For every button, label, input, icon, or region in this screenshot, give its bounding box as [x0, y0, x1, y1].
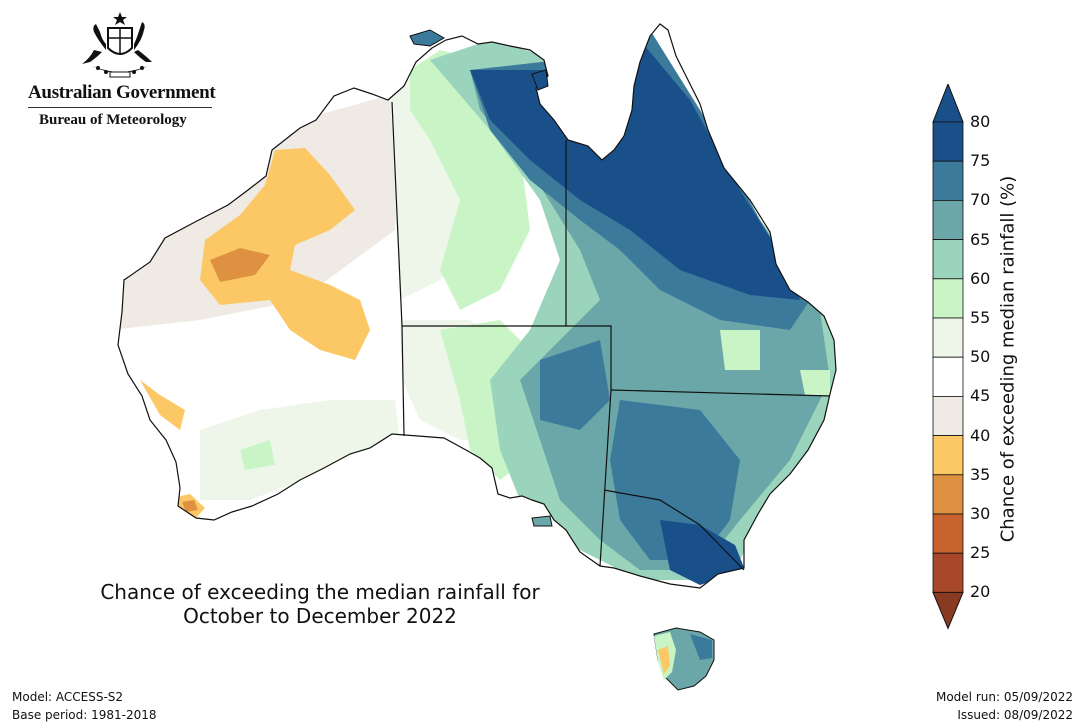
bom-logo: Australian Government Bureau of Meteorol… — [28, 10, 218, 129]
colorbar-tick-label: 20 — [970, 582, 991, 602]
colorbar-tick-label: 70 — [970, 190, 991, 210]
tasmania — [653, 627, 715, 691]
footer-right: Model run: 05/09/2022 Issued: 08/09/2022 — [936, 688, 1073, 724]
kangaroo-island — [531, 515, 553, 527]
colorbar-segment — [932, 200, 964, 241]
model-name: Model: ACCESS-S2 — [12, 690, 124, 704]
colorbar-tick-label: 25 — [970, 543, 991, 563]
model-run-date: Model run: 05/09/2022 — [935, 690, 1073, 704]
base-period: Base period: 1981-2018 — [12, 708, 157, 722]
colorbar-segment — [932, 239, 964, 280]
colorbar-segment — [932, 552, 964, 593]
australia-map — [117, 23, 837, 691]
colorbar-tick-label: 35 — [970, 464, 991, 484]
colorbar-segment — [932, 435, 964, 476]
colorbar-tick-label: 40 — [970, 425, 991, 445]
state-borders — [391, 101, 831, 571]
colorbar-tick-label: 30 — [970, 504, 991, 523]
map-title-line1: Chance of exceeding the median rainfall … — [100, 580, 540, 604]
government-name: Australian Government — [28, 82, 216, 103]
colorbar-segment — [932, 474, 964, 515]
groote-eylandt — [531, 69, 549, 91]
colorbar-upper-arrow — [932, 84, 964, 123]
colorbar-tick-label: 60 — [970, 268, 991, 288]
coat-of-arms-icon — [82, 12, 152, 78]
colorbar-tick-label: 80 — [970, 112, 991, 131]
colorbar-tick-label: 45 — [970, 386, 991, 406]
colorbar — [932, 84, 964, 630]
colorbar-segment — [932, 513, 964, 554]
map-title-line2: October to December 2022 — [183, 604, 457, 628]
colorbar-segment — [932, 121, 964, 162]
colorbar-segment — [932, 317, 964, 358]
bureau-name: Bureau of Meteorology — [39, 112, 187, 128]
colorbar-title: Chance of exceeding median rainfall (%) — [997, 175, 1019, 543]
colorbar-segment — [932, 356, 964, 397]
colorbar-segment — [932, 160, 964, 201]
colorbar-tick-label: 50 — [970, 347, 991, 367]
logo-divider — [28, 107, 212, 108]
map-title: Chance of exceeding the median rainfall … — [70, 580, 570, 628]
tiwi-islands — [409, 29, 446, 47]
colorbar-tick-label: 65 — [970, 229, 991, 249]
colorbar-tick-label: 75 — [970, 151, 991, 171]
colorbar-tick-label: 55 — [970, 308, 991, 327]
colorbar-segment — [932, 395, 964, 436]
coastline — [117, 23, 837, 589]
probability-shading — [118, 30, 836, 585]
issued-date: Issued: 08/09/2022 — [957, 708, 1073, 722]
colorbar-lower-arrow — [932, 591, 964, 630]
footer-left: Model: ACCESS-S2 Base period: 1981-2018 — [12, 688, 157, 724]
colorbar-segment — [932, 278, 964, 319]
